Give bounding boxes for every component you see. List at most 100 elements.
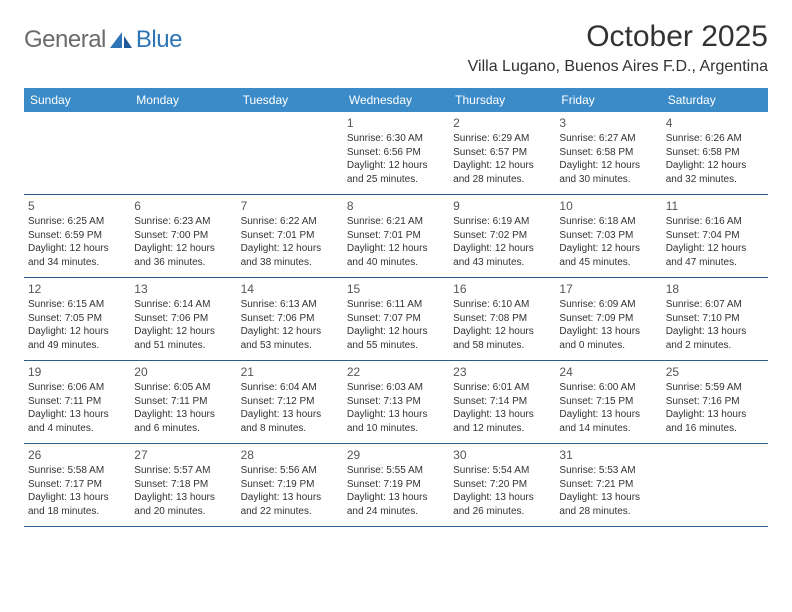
calendar-cell: 12 Sunrise: 6:15 AMSunset: 7:05 PMDayligh… [24, 278, 130, 360]
sun-info: Sunrise: 5:55 AMSunset: 7:19 PMDaylight:… [347, 464, 443, 518]
calendar-cell: 24 Sunrise: 6:00 AMSunset: 7:15 PMDayligh… [555, 361, 661, 443]
title-block: October 2025 Villa Lugano, Buenos Aires … [468, 20, 768, 76]
sun-info: Sunrise: 6:04 AMSunset: 7:12 PMDaylight:… [241, 381, 337, 435]
calendar-cell: 20 Sunrise: 6:05 AMSunset: 7:11 PMDayligh… [130, 361, 236, 443]
sun-info: Sunrise: 6:21 AMSunset: 7:01 PMDaylight:… [347, 215, 443, 269]
day-header-cell: Sunday [24, 88, 130, 112]
calendar-cell: 27 Sunrise: 5:57 AMSunset: 7:18 PMDayligh… [130, 444, 236, 526]
date-number: 3 [559, 116, 655, 130]
calendar-cell: 21 Sunrise: 6:04 AMSunset: 7:12 PMDayligh… [237, 361, 343, 443]
calendar-cell [24, 112, 130, 194]
sun-info: Sunrise: 6:29 AMSunset: 6:57 PMDaylight:… [453, 132, 549, 186]
date-number: 5 [28, 199, 124, 213]
logo-sail-icon [108, 30, 134, 50]
calendar-cell: 8 Sunrise: 6:21 AMSunset: 7:01 PMDaylight… [343, 195, 449, 277]
calendar-cell: 13Sunrise: 6:14 AMSunset: 7:06 PMDayligh… [130, 278, 236, 360]
date-number: 19 [28, 365, 124, 379]
calendar-cell: 10 Sunrise: 6:18 AMSunset: 7:03 PMDayligh… [555, 195, 661, 277]
calendar-cell: 3 Sunrise: 6:27 AMSunset: 6:58 PMDaylight… [555, 112, 661, 194]
date-number: 26 [28, 448, 124, 462]
sun-info: Sunrise: 6:19 AMSunset: 7:02 PMDaylight:… [453, 215, 549, 269]
calendar-cell [130, 112, 236, 194]
sun-info: Sunrise: 6:06 AMSunset: 7:11 PMDaylight:… [28, 381, 124, 435]
sun-info: Sunrise: 6:00 AMSunset: 7:15 PMDaylight:… [559, 381, 655, 435]
sun-info: Sunrise: 6:03 AMSunset: 7:13 PMDaylight:… [347, 381, 443, 435]
day-header-row: SundayMondayTuesdayWednesdayThursdayFrid… [24, 88, 768, 112]
date-number: 15 [347, 282, 443, 296]
sun-info: Sunrise: 5:56 AMSunset: 7:19 PMDaylight:… [241, 464, 337, 518]
sun-info: Sunrise: 6:09 AMSunset: 7:09 PMDaylight:… [559, 298, 655, 352]
date-number: 17 [559, 282, 655, 296]
calendar-cell: 9 Sunrise: 6:19 AMSunset: 7:02 PMDaylight… [449, 195, 555, 277]
calendar-cell: 7 Sunrise: 6:22 AMSunset: 7:01 PMDaylight… [237, 195, 343, 277]
logo-text-general: General [24, 26, 106, 54]
sun-info: Sunrise: 5:58 AMSunset: 7:17 PMDaylight:… [28, 464, 124, 518]
calendar-cell: 6Sunrise: 6:23 AMSunset: 7:00 PMDaylight… [130, 195, 236, 277]
calendar-cell: 30Sunrise: 5:54 AMSunset: 7:20 PMDayligh… [449, 444, 555, 526]
sun-info: Sunrise: 6:26 AMSunset: 6:58 PMDaylight:… [666, 132, 762, 186]
calendar-cell: 1Sunrise: 6:30 AMSunset: 6:56 PMDaylight… [343, 112, 449, 194]
week-row: 1Sunrise: 6:30 AMSunset: 6:56 PMDaylight… [24, 112, 768, 195]
sun-info: Sunrise: 6:27 AMSunset: 6:58 PMDaylight:… [559, 132, 655, 186]
calendar-cell [237, 112, 343, 194]
date-number: 10 [559, 199, 655, 213]
date-number: 31 [559, 448, 655, 462]
sun-info: Sunrise: 6:07 AMSunset: 7:10 PMDaylight:… [666, 298, 762, 352]
sun-info: Sunrise: 5:57 AMSunset: 7:18 PMDaylight:… [134, 464, 230, 518]
week-row: 19 Sunrise: 6:06 AMSunset: 7:11 PMDayligh… [24, 361, 768, 444]
date-number: 12 [28, 282, 124, 296]
date-number: 20 [134, 365, 230, 379]
calendar-cell: 28 Sunrise: 5:56 AMSunset: 7:19 PMDayligh… [237, 444, 343, 526]
day-header-cell: Monday [130, 88, 236, 112]
sun-info: Sunrise: 6:01 AMSunset: 7:14 PMDaylight:… [453, 381, 549, 435]
sun-info: Sunrise: 6:25 AMSunset: 6:59 PMDaylight:… [28, 215, 124, 269]
calendar-cell: 22 Sunrise: 6:03 AMSunset: 7:13 PMDayligh… [343, 361, 449, 443]
date-number: 24 [559, 365, 655, 379]
sun-info: Sunrise: 6:14 AMSunset: 7:06 PMDaylight:… [134, 298, 230, 352]
weeks-container: 1Sunrise: 6:30 AMSunset: 6:56 PMDaylight… [24, 112, 768, 527]
sun-info: Sunrise: 6:13 AMSunset: 7:06 PMDaylight:… [241, 298, 337, 352]
date-number: 14 [241, 282, 337, 296]
date-number: 11 [666, 199, 762, 213]
calendar-cell [662, 444, 768, 526]
date-number: 18 [666, 282, 762, 296]
date-number: 8 [347, 199, 443, 213]
location: Villa Lugano, Buenos Aires F.D., Argenti… [468, 58, 768, 76]
sun-info: Sunrise: 6:22 AMSunset: 7:01 PMDaylight:… [241, 215, 337, 269]
sun-info: Sunrise: 6:18 AMSunset: 7:03 PMDaylight:… [559, 215, 655, 269]
logo-text-blue: Blue [136, 26, 182, 54]
date-number: 7 [241, 199, 337, 213]
calendar-cell: 18 Sunrise: 6:07 AMSunset: 7:10 PMDayligh… [662, 278, 768, 360]
sun-info: Sunrise: 6:15 AMSunset: 7:05 PMDaylight:… [28, 298, 124, 352]
date-number: 30 [453, 448, 549, 462]
sun-info: Sunrise: 5:53 AMSunset: 7:21 PMDaylight:… [559, 464, 655, 518]
calendar-cell: 26 Sunrise: 5:58 AMSunset: 7:17 PMDayligh… [24, 444, 130, 526]
sun-info: Sunrise: 5:59 AMSunset: 7:16 PMDaylight:… [666, 381, 762, 435]
date-number: 23 [453, 365, 549, 379]
date-number: 16 [453, 282, 549, 296]
calendar-cell: 23 Sunrise: 6:01 AMSunset: 7:14 PMDayligh… [449, 361, 555, 443]
date-number: 29 [347, 448, 443, 462]
sun-info: Sunrise: 6:23 AMSunset: 7:00 PMDaylight:… [134, 215, 230, 269]
sun-info: Sunrise: 6:05 AMSunset: 7:11 PMDaylight:… [134, 381, 230, 435]
week-row: 12 Sunrise: 6:15 AMSunset: 7:05 PMDayligh… [24, 278, 768, 361]
calendar-cell: 16 Sunrise: 6:10 AMSunset: 7:08 PMDayligh… [449, 278, 555, 360]
calendar-cell: 15Sunrise: 6:11 AMSunset: 7:07 PMDayligh… [343, 278, 449, 360]
calendar-cell: 29 Sunrise: 5:55 AMSunset: 7:19 PMDayligh… [343, 444, 449, 526]
header: General Blue October 2025 Villa Lugano, … [24, 20, 768, 76]
date-number: 9 [453, 199, 549, 213]
week-row: 26 Sunrise: 5:58 AMSunset: 7:17 PMDayligh… [24, 444, 768, 527]
date-number: 22 [347, 365, 443, 379]
calendar-cell: 5 Sunrise: 6:25 AMSunset: 6:59 PMDaylight… [24, 195, 130, 277]
sun-info: Sunrise: 6:10 AMSunset: 7:08 PMDaylight:… [453, 298, 549, 352]
date-number: 28 [241, 448, 337, 462]
day-header-cell: Thursday [449, 88, 555, 112]
day-header-cell: Tuesday [237, 88, 343, 112]
calendar-page: General Blue October 2025 Villa Lugano, … [0, 0, 792, 547]
day-header-cell: Saturday [662, 88, 768, 112]
date-number: 27 [134, 448, 230, 462]
calendar-cell: 19 Sunrise: 6:06 AMSunset: 7:11 PMDayligh… [24, 361, 130, 443]
day-header-cell: Friday [555, 88, 661, 112]
date-number: 21 [241, 365, 337, 379]
date-number: 2 [453, 116, 549, 130]
